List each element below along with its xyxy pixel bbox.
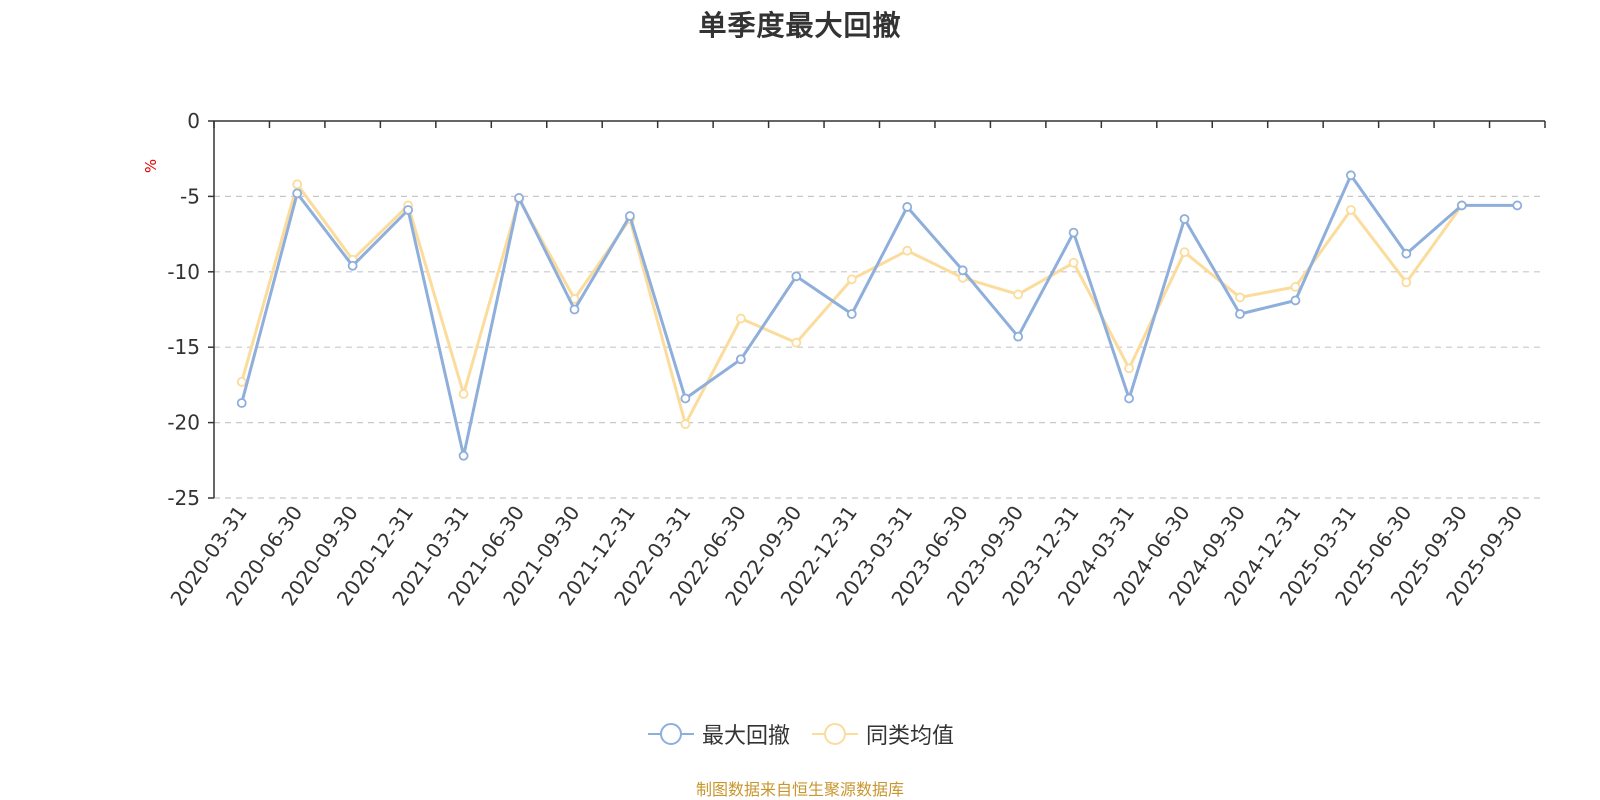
data-point-0[interactable] xyxy=(458,450,469,461)
data-point-1[interactable] xyxy=(791,337,802,348)
legend-label-series-0: 最大回撤 xyxy=(701,724,790,749)
data-point-0[interactable] xyxy=(735,354,746,365)
data-source-note: 制图数据来自恒生聚源数据库 xyxy=(695,780,904,799)
data-point-1[interactable] xyxy=(1235,292,1245,303)
data-point-1[interactable] xyxy=(236,376,247,387)
legend-item-series-1[interactable]: 同类均值 xyxy=(810,718,954,750)
data-point-1[interactable] xyxy=(1345,205,1356,215)
data-point-0[interactable] xyxy=(569,304,580,315)
data-point-1[interactable] xyxy=(1124,363,1134,374)
axes xyxy=(208,120,1546,499)
data-point-1[interactable] xyxy=(902,245,913,256)
data-point-0[interactable] xyxy=(347,260,358,271)
data-point-0[interactable] xyxy=(1179,214,1190,224)
series-line-0 xyxy=(240,173,1518,458)
data-point-0[interactable] xyxy=(1345,170,1356,181)
data-point-1[interactable] xyxy=(735,313,746,324)
data-point-0[interactable] xyxy=(1290,295,1301,306)
data-point-1[interactable] xyxy=(1179,247,1190,258)
y-tick-label: -10 xyxy=(167,260,200,284)
data-point-0[interactable] xyxy=(1401,248,1412,259)
series-lines xyxy=(236,170,1523,461)
y-tick-labels: 0 -5 -10 -15 -20 -25 xyxy=(167,109,200,510)
data-point-0[interactable] xyxy=(957,265,968,276)
legend-label-series-1: 同类均值 xyxy=(866,724,955,749)
y-axis-unit: % xyxy=(142,159,160,173)
legend-item-series-0[interactable]: 最大回撤 xyxy=(646,718,790,750)
y-tick-label: 0 xyxy=(187,109,200,133)
data-point-0[interactable] xyxy=(1235,309,1245,319)
data-point-0[interactable] xyxy=(791,271,802,282)
legend-marker-series-1 xyxy=(812,723,858,745)
data-point-0[interactable] xyxy=(292,188,303,199)
y-tick-label: -5 xyxy=(180,184,200,208)
data-point-1[interactable] xyxy=(1401,277,1412,288)
data-point-1[interactable] xyxy=(292,179,303,190)
data-point-1[interactable] xyxy=(458,389,469,399)
data-point-1[interactable] xyxy=(1013,289,1024,300)
y-tick-label: -25 xyxy=(167,486,200,510)
x-tick-labels: 2020-03-312020-06-302020-09-302020-12-31… xyxy=(165,501,1527,610)
data-point-1[interactable] xyxy=(1068,257,1079,268)
data-point-0[interactable] xyxy=(625,211,635,221)
data-point-0[interactable] xyxy=(1124,393,1134,404)
legend-marker-series-0 xyxy=(647,723,694,745)
y-tick-label: -15 xyxy=(167,335,200,359)
data-point-0[interactable] xyxy=(514,193,524,203)
data-point-0[interactable] xyxy=(1013,331,1024,342)
data-point-0[interactable] xyxy=(1512,200,1523,211)
chart-title: 单季度最大回撤 xyxy=(698,9,902,42)
data-point-0[interactable] xyxy=(403,205,414,215)
data-point-1[interactable] xyxy=(680,419,691,430)
data-point-1[interactable] xyxy=(1290,281,1301,292)
y-tick-label: -20 xyxy=(167,411,200,435)
data-point-0[interactable] xyxy=(846,309,857,319)
data-point-1[interactable] xyxy=(846,274,857,285)
data-point-0[interactable] xyxy=(1068,227,1079,238)
data-point-0[interactable] xyxy=(902,202,913,212)
grid-lines xyxy=(214,195,1545,499)
data-point-0[interactable] xyxy=(680,393,691,404)
data-point-0[interactable] xyxy=(236,398,247,408)
data-point-0[interactable] xyxy=(1456,200,1467,211)
series-0 xyxy=(236,170,1523,461)
legend: 最大回撤 同类均值 xyxy=(0,718,1600,750)
